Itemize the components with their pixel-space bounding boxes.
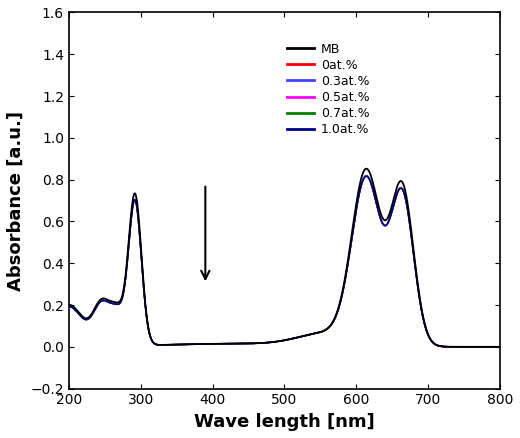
Legend: MB, 0at.%, 0.3at.%, 0.5at.%, 0.7at.%, 1.0at.%: MB, 0at.%, 0.3at.%, 0.5at.%, 0.7at.%, 1.…: [282, 38, 374, 141]
Y-axis label: Absorbance [a.u.]: Absorbance [a.u.]: [7, 110, 25, 290]
X-axis label: Wave length [nm]: Wave length [nm]: [194, 413, 375, 431]
